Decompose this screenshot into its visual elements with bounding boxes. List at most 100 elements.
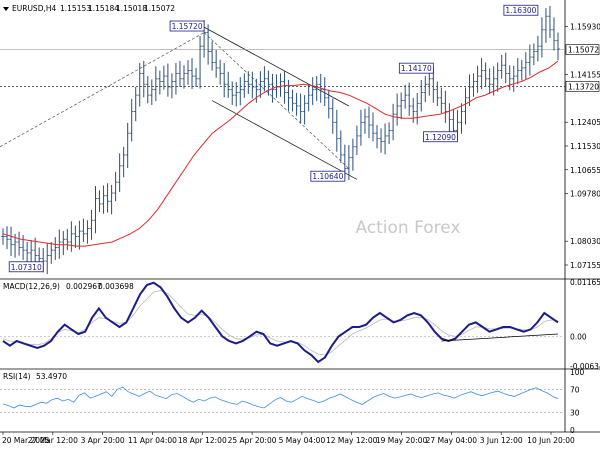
time-tick-label: 25 Apr 20:00: [228, 436, 277, 445]
price-bar: [53, 237, 58, 260]
price-bar: [407, 82, 411, 116]
price-tick-label: 1.11530: [570, 142, 600, 151]
price-bar: [479, 58, 484, 90]
price-bar: [45, 243, 50, 275]
price-bar: [347, 145, 351, 180]
price-bar: [230, 81, 235, 105]
price-bar: [69, 221, 74, 252]
time-tick-label: 11 Apr 04:00: [128, 436, 177, 445]
price-bar: [121, 146, 126, 178]
price-bar: [85, 220, 90, 244]
price-bar: [89, 209, 94, 240]
price-bar: [125, 122, 130, 169]
price-bar: [439, 87, 444, 114]
price-tick-label: 1.10655: [570, 166, 600, 175]
price-bar: [367, 106, 371, 139]
pivot-label: 1.15720: [169, 20, 205, 32]
price-bar: [471, 73, 476, 97]
price-bar: [258, 71, 263, 98]
time-tick-label: 12 May 12:00: [326, 436, 378, 445]
price-bar: [182, 65, 186, 89]
price-bar: [198, 35, 202, 89]
svg-text:1.15072: 1.15072: [568, 46, 599, 55]
price-bar: [282, 71, 287, 104]
price-bar: [57, 229, 62, 259]
price-bar: [515, 58, 520, 85]
price-bar: [524, 52, 528, 80]
price-bar: [61, 231, 66, 256]
price-bar: [246, 71, 251, 95]
price-bar: [254, 78, 259, 103]
price-bar: [419, 79, 424, 112]
price-bar: [65, 228, 70, 251]
price-bar: [375, 125, 379, 149]
rsi-value: 53.4970: [36, 372, 67, 381]
moving-average-line: [2, 60, 559, 247]
price-bar: [335, 109, 339, 152]
rsi-tick-label: 0: [570, 426, 575, 435]
price-tick-label: 1.07155: [570, 261, 600, 270]
collapse-triangle-icon[interactable]: [3, 7, 9, 11]
price-bar: [330, 98, 335, 134]
svg-text:1.13720: 1.13720: [568, 82, 599, 91]
ohlc-open: 1.15153: [60, 4, 91, 13]
price-bar: [166, 63, 170, 97]
price-bar: [9, 226, 13, 257]
rsi-tick-label: 30: [570, 409, 580, 418]
macd-line: [2, 281, 559, 364]
price-bar: [5, 226, 9, 250]
price-bar: [306, 84, 311, 112]
price-bar: [77, 220, 82, 250]
price-bar: [210, 41, 214, 71]
svg-text:1.16300: 1.16300: [505, 6, 536, 15]
price-bar: [81, 218, 86, 242]
price-tick-label: 1.09780: [570, 190, 600, 199]
price-bar: [294, 92, 299, 116]
price-bar: [109, 184, 114, 215]
axis-price-box: 1.15072: [565, 44, 600, 55]
price-bar: [190, 58, 194, 90]
price-bar: [113, 171, 118, 202]
time-tick-label: 18 Apr 12:00: [178, 436, 227, 445]
svg-text:1.12090: 1.12090: [425, 133, 456, 142]
price-bar: [218, 59, 222, 85]
price-bar: [154, 66, 158, 102]
axis-price-box: 1.13720: [565, 81, 600, 92]
price-bar: [262, 66, 267, 92]
macd-axis-ticks: 0.011654 0.00 -0.006345: [570, 278, 600, 371]
price-bar: [548, 5, 552, 38]
macd-panel: [0, 280, 565, 368]
price-bar: [214, 49, 218, 78]
price-tick-label: 1.15930: [570, 22, 600, 31]
rsi-panel: [0, 370, 565, 432]
macd-tick-label: 0.011654: [570, 278, 600, 287]
price-bar: [174, 63, 178, 95]
price-bar: [411, 97, 416, 123]
macd-value: 0.002967: [66, 282, 102, 291]
rsi-tick-label: 100: [570, 368, 585, 377]
price-bar: [298, 93, 303, 123]
price-bar: [552, 17, 556, 51]
price-tick-label: 1.14155: [570, 71, 600, 80]
price-bar: [351, 138, 355, 171]
price-bar: [290, 89, 295, 112]
rsi-tick-label: 70: [570, 385, 580, 394]
price-bar: [326, 89, 331, 119]
price-bar: [194, 67, 198, 87]
price-header: EURUSD,H4 1.15153 1.15184 1.15018 1.1507…: [3, 4, 175, 13]
price-bar: [145, 76, 150, 104]
price-bar: [391, 103, 395, 141]
price-bar: [532, 43, 536, 66]
channel-lower-line: [211, 100, 358, 180]
price-bar: [133, 86, 138, 122]
price-bar: [234, 82, 239, 107]
price-bar: [520, 59, 524, 81]
dashed-trendline: [0, 32, 205, 148]
price-bar: [141, 60, 146, 98]
price-series: [1, 5, 560, 275]
price-bar: [170, 73, 174, 99]
svg-text:1.10640: 1.10640: [312, 172, 343, 181]
rsi-header: RSI(14) 53.4970: [3, 372, 67, 381]
price-bar: [150, 79, 154, 105]
